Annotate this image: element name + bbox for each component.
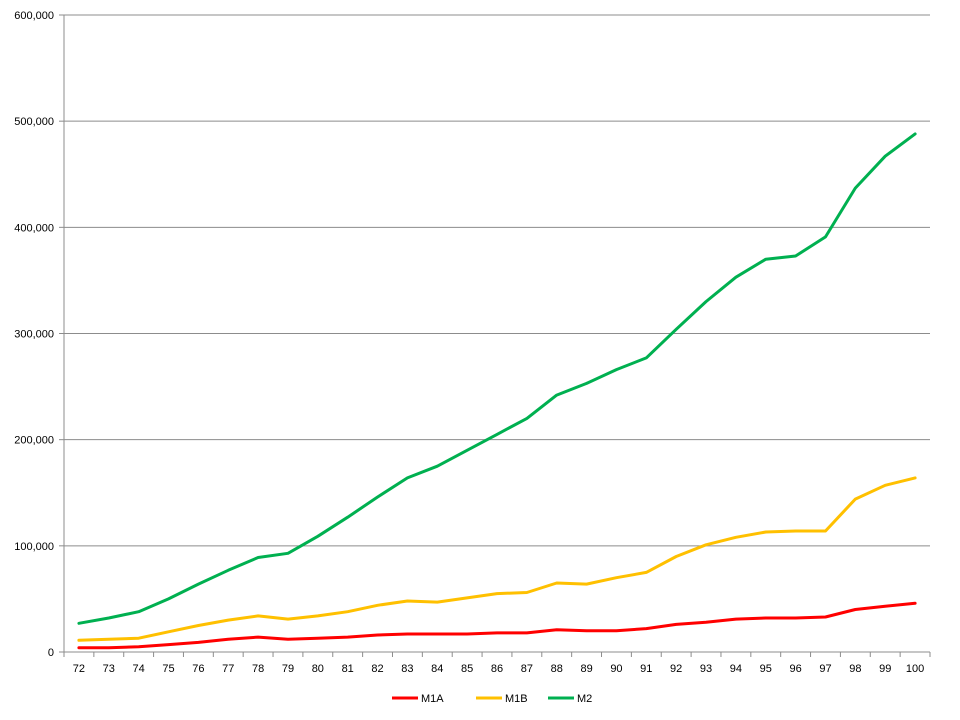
y-tick-label: 200,000 — [14, 435, 54, 447]
x-tick-label: 86 — [491, 663, 503, 675]
legend-label: M1B — [505, 693, 528, 705]
x-tick-label: 84 — [431, 663, 443, 675]
y-tick-label: 100,000 — [14, 541, 54, 553]
legend-item-m1a: M1A — [392, 693, 444, 705]
x-tick-label: 87 — [521, 663, 533, 675]
x-tick-label: 92 — [670, 663, 682, 675]
x-tick-label: 74 — [133, 663, 145, 675]
x-axis: 72 73 74 75 76 77 78 79 80 81 82 83 84 85 86 87 88 89 90 91… — [63, 651, 931, 675]
gridlines — [64, 14, 930, 547]
x-tick-label: 78 — [252, 663, 264, 675]
series-line-m2 — [77, 132, 917, 625]
x-tick-label: 96 — [789, 663, 801, 675]
x-tick-label: 72 — [73, 663, 85, 675]
y-tick-label: 400,000 — [14, 222, 54, 234]
y-tick-label: 300,000 — [14, 329, 54, 341]
legend: M1A M1B M2 — [392, 693, 592, 705]
y-tick-label: 500,000 — [14, 116, 54, 128]
x-tick-label: 88 — [551, 663, 563, 675]
x-tick-label: 77 — [222, 663, 234, 675]
y-axis: 0 100,000 200,000 300,000 400,000 500,000 600,… — [14, 10, 65, 659]
y-tick-label: 600,000 — [14, 10, 54, 22]
x-tick-label: 100 — [906, 663, 924, 675]
legend-item-m1b: M1B — [476, 693, 528, 705]
x-tick-label: 75 — [162, 663, 174, 675]
x-tick-label: 98 — [849, 663, 861, 675]
x-tick-label: 89 — [580, 663, 592, 675]
series-lines — [77, 132, 917, 650]
series-line-m1a — [77, 601, 917, 650]
x-tick-label: 93 — [700, 663, 712, 675]
x-tick-label: 94 — [730, 663, 742, 675]
legend-item-m2: M2 — [548, 693, 592, 705]
x-tick-label: 76 — [192, 663, 204, 675]
x-tick-label: 91 — [640, 663, 652, 675]
x-tick-label: 85 — [461, 663, 473, 675]
y-tick-label: 0 — [48, 647, 54, 659]
series-line-m1b — [77, 476, 917, 642]
legend-label: M2 — [577, 693, 592, 705]
x-tick-label: 80 — [312, 663, 324, 675]
x-tick-label: 90 — [610, 663, 622, 675]
x-tick-label: 99 — [879, 663, 891, 675]
x-tick-label: 79 — [282, 663, 294, 675]
x-tick-label: 73 — [103, 663, 115, 675]
x-tick-label: 82 — [371, 663, 383, 675]
legend-label: M1A — [421, 693, 444, 705]
x-tick-label: 81 — [342, 663, 354, 675]
x-tick-label: 97 — [819, 663, 831, 675]
x-tick-label: 95 — [760, 663, 772, 675]
x-tick-label: 83 — [401, 663, 413, 675]
